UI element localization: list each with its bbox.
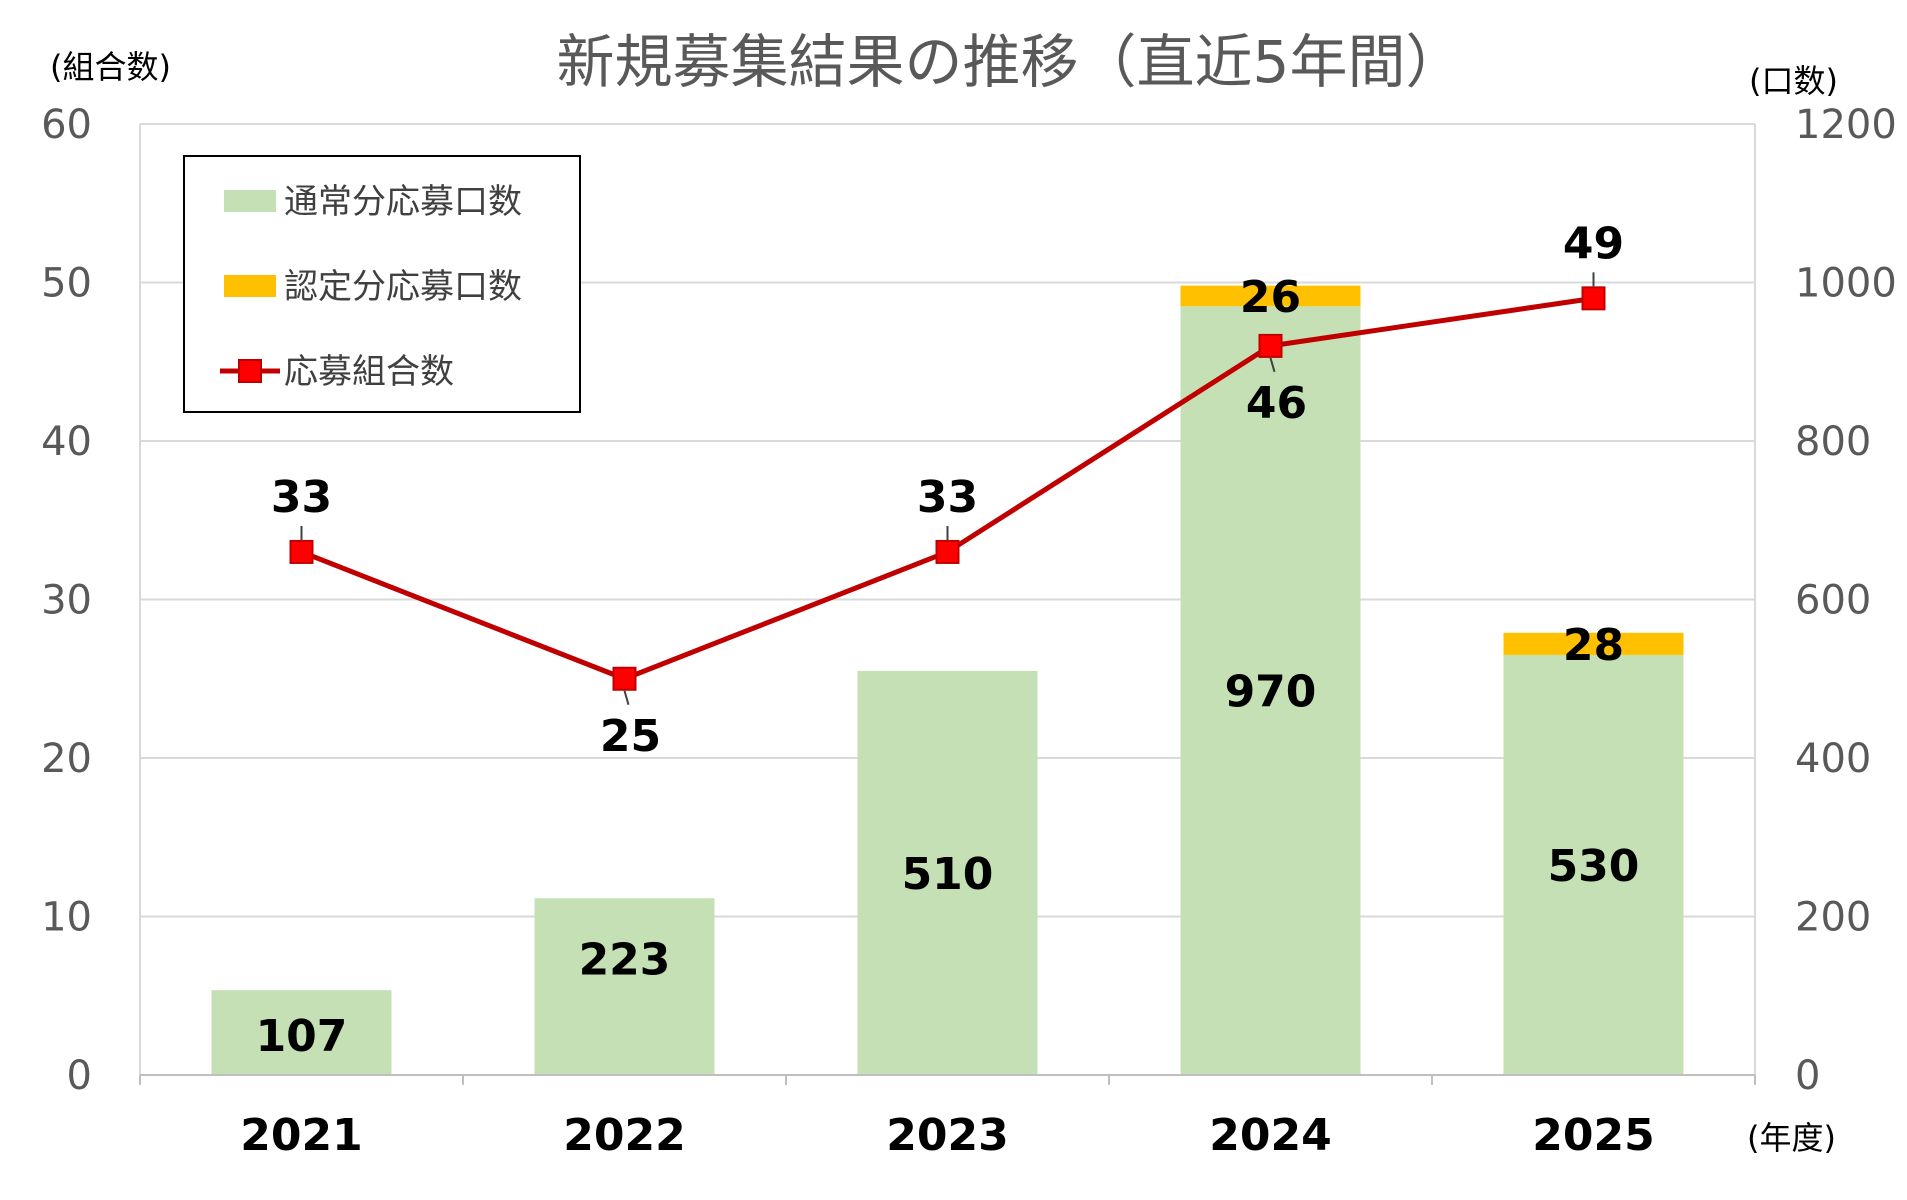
left-tick-label: 0	[67, 1053, 92, 1099]
line-series	[289, 286, 1606, 691]
right-tick-label: 0	[1795, 1053, 1820, 1099]
legend-label: 通常分応募口数	[284, 182, 522, 222]
line-label-leader	[1269, 357, 1276, 373]
left-tick-label: 10	[41, 895, 92, 941]
line-point-label: 46	[1246, 378, 1307, 429]
line-point-label: 33	[271, 472, 332, 523]
bar-certified-label: 28	[1563, 620, 1624, 671]
legend-label: 応募組合数	[284, 352, 454, 392]
line-point-label: 33	[917, 472, 978, 523]
x-tick-label: 2024	[1209, 1110, 1331, 1161]
right-tick-label: 1000	[1795, 261, 1897, 307]
left-tick-label: 50	[41, 261, 92, 307]
bar-regular	[1503, 654, 1684, 1075]
x-axis-title: (年度)	[1747, 1119, 1836, 1157]
left-tick-label: 60	[41, 102, 92, 148]
line-marker	[1581, 286, 1606, 311]
bar-certified	[1503, 632, 1684, 655]
legend-swatch	[224, 190, 276, 212]
right-tick-label: 1200	[1795, 102, 1897, 148]
right-tick-label: 200	[1795, 895, 1871, 941]
right-tick-label: 400	[1795, 736, 1871, 782]
right-tick-label: 800	[1795, 419, 1871, 465]
bar-regular	[534, 898, 715, 1075]
line-marker	[612, 666, 637, 691]
bar-regular-label: 970	[1225, 667, 1317, 718]
line-point-label: 25	[600, 711, 661, 762]
line-point-label: 49	[1563, 218, 1624, 269]
legend-swatch	[224, 275, 276, 297]
line-marker	[1258, 333, 1283, 358]
bar-certified-label: 26	[1240, 272, 1301, 323]
bar-regular-label: 223	[579, 934, 671, 985]
x-tick-label: 2022	[563, 1110, 685, 1161]
data-labels: 107 223 510 970 26 530 28 33 25 33 46 49	[256, 218, 1640, 1062]
bar-regular	[857, 670, 1038, 1075]
left-axis-title: (組合数)	[50, 48, 171, 86]
x-tick-label: 2023	[886, 1110, 1008, 1161]
chart-title: 新規募集結果の推移（直近5年間）	[557, 28, 1464, 96]
bar-regular-label: 530	[1548, 841, 1640, 892]
left-tick-label: 40	[41, 419, 92, 465]
line-marker	[289, 539, 314, 564]
line-marker	[935, 539, 960, 564]
left-tick-label: 20	[41, 736, 92, 782]
legend-label: 認定分応募口数	[284, 267, 522, 307]
bar-regular	[1180, 306, 1361, 1075]
x-tick-label: 2021	[240, 1110, 362, 1161]
right-tick-label: 600	[1795, 578, 1871, 624]
bar-regular	[211, 990, 392, 1075]
bars	[211, 285, 1684, 1075]
bar-regular-label: 107	[256, 1011, 348, 1062]
right-axis-title: (口数)	[1749, 62, 1838, 100]
line-label-leader	[623, 690, 630, 706]
left-tick-label: 30	[41, 578, 92, 624]
bar-regular-label: 510	[902, 849, 994, 900]
legend-swatch-marker	[238, 359, 262, 383]
x-tick-label: 2025	[1532, 1110, 1654, 1161]
bar-certified	[1180, 285, 1361, 307]
